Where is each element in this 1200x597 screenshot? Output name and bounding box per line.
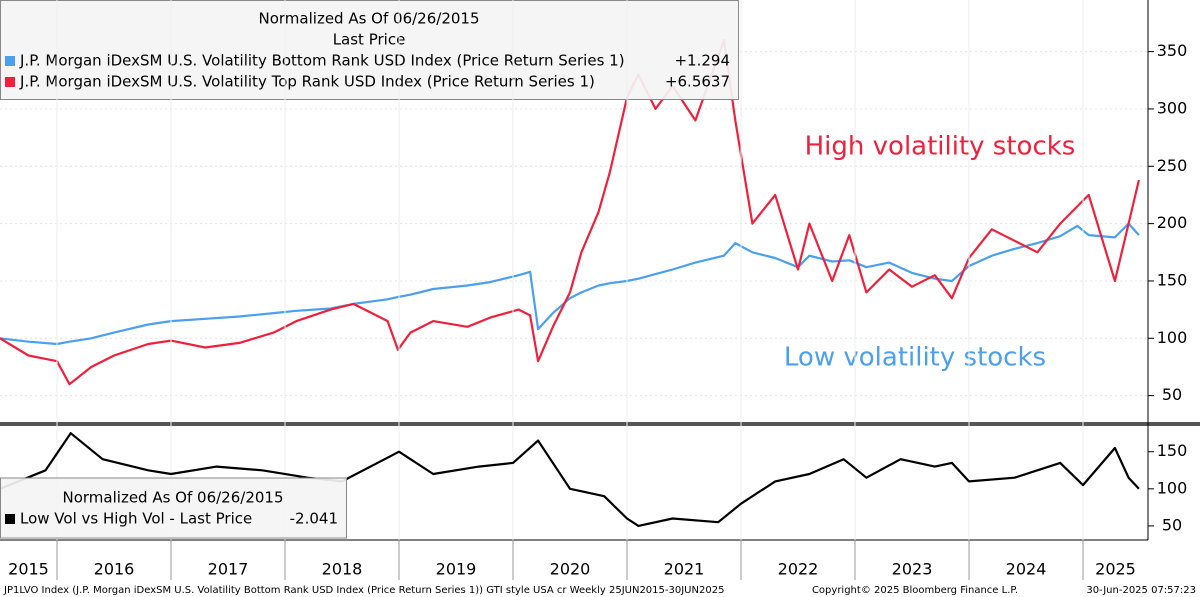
legend: Normalized As Of 06/26/2015 Low Vol vs Hi… (0, 477, 347, 539)
y-tick-label: 200 (1157, 213, 1188, 232)
footer-center: Copyright© 2025 Bloomberg Finance L.P. (812, 585, 1018, 596)
x-tick-label: 2015 (8, 560, 49, 579)
x-tick-label: 2016 (94, 560, 135, 579)
x-tick-label: 2018 (322, 560, 363, 579)
y-tick-label: 300 (1157, 98, 1188, 117)
y-tick-label: 150 (1157, 441, 1188, 460)
legend-title: Normalized As Of 06/26/2015 (63, 489, 284, 507)
legend-swatch (5, 56, 15, 66)
y-tick-label: 150 (1157, 270, 1188, 289)
footer-left: JP1LVO Index (J.P. Morgan iDexSM U.S. Vo… (3, 585, 724, 596)
x-tick-label: 2020 (550, 560, 591, 579)
y-tick-label: 350 (1157, 41, 1188, 60)
legend-box (0, 0, 739, 100)
x-tick-label: 2023 (892, 560, 933, 579)
legend-box (0, 477, 347, 539)
series-line (0, 39, 1140, 386)
series-line (0, 432, 1140, 527)
x-tick-label: 2021 (664, 560, 705, 579)
y-tick-label: 50 (1162, 385, 1182, 404)
legend-swatch (5, 77, 15, 87)
x-tick-label: 2022 (778, 560, 819, 579)
y-tick-label: 250 (1157, 156, 1188, 175)
legend: Normalized As Of 06/26/2015 Last Price J.P… (0, 0, 739, 100)
legend-label: J.P. Morgan iDexSM U.S. Volatility Botto… (19, 52, 625, 70)
footer-right: 30-Jun-2025 07:57:23 (1086, 585, 1196, 596)
legend-value: -2.041 (290, 510, 338, 528)
annotation: Low volatility stocks (784, 343, 1046, 373)
annotation: High volatility stocks (805, 132, 1076, 162)
legend-label: J.P. Morgan iDexSM U.S. Volatility Top R… (19, 73, 595, 91)
x-tick-label: 2017 (208, 560, 249, 579)
y-tick-label: 100 (1157, 328, 1188, 347)
x-tick-label: 2025 (1095, 560, 1136, 579)
x-tick-label: 2019 (436, 560, 477, 579)
y-tick-label: 50 (1162, 515, 1182, 534)
legend-subtitle: Last Price (333, 31, 406, 49)
x-tick-label: 2024 (1006, 560, 1047, 579)
legend-swatch (5, 514, 15, 524)
legend-title: Normalized As Of 06/26/2015 (259, 10, 480, 28)
legend-value: +6.5637 (665, 73, 730, 91)
series-line (0, 222, 1140, 346)
legend-value: +1.294 (674, 52, 730, 70)
y-tick-label: 100 (1157, 478, 1188, 497)
legend-label: Low Vol vs High Vol - Last Price (20, 510, 252, 528)
